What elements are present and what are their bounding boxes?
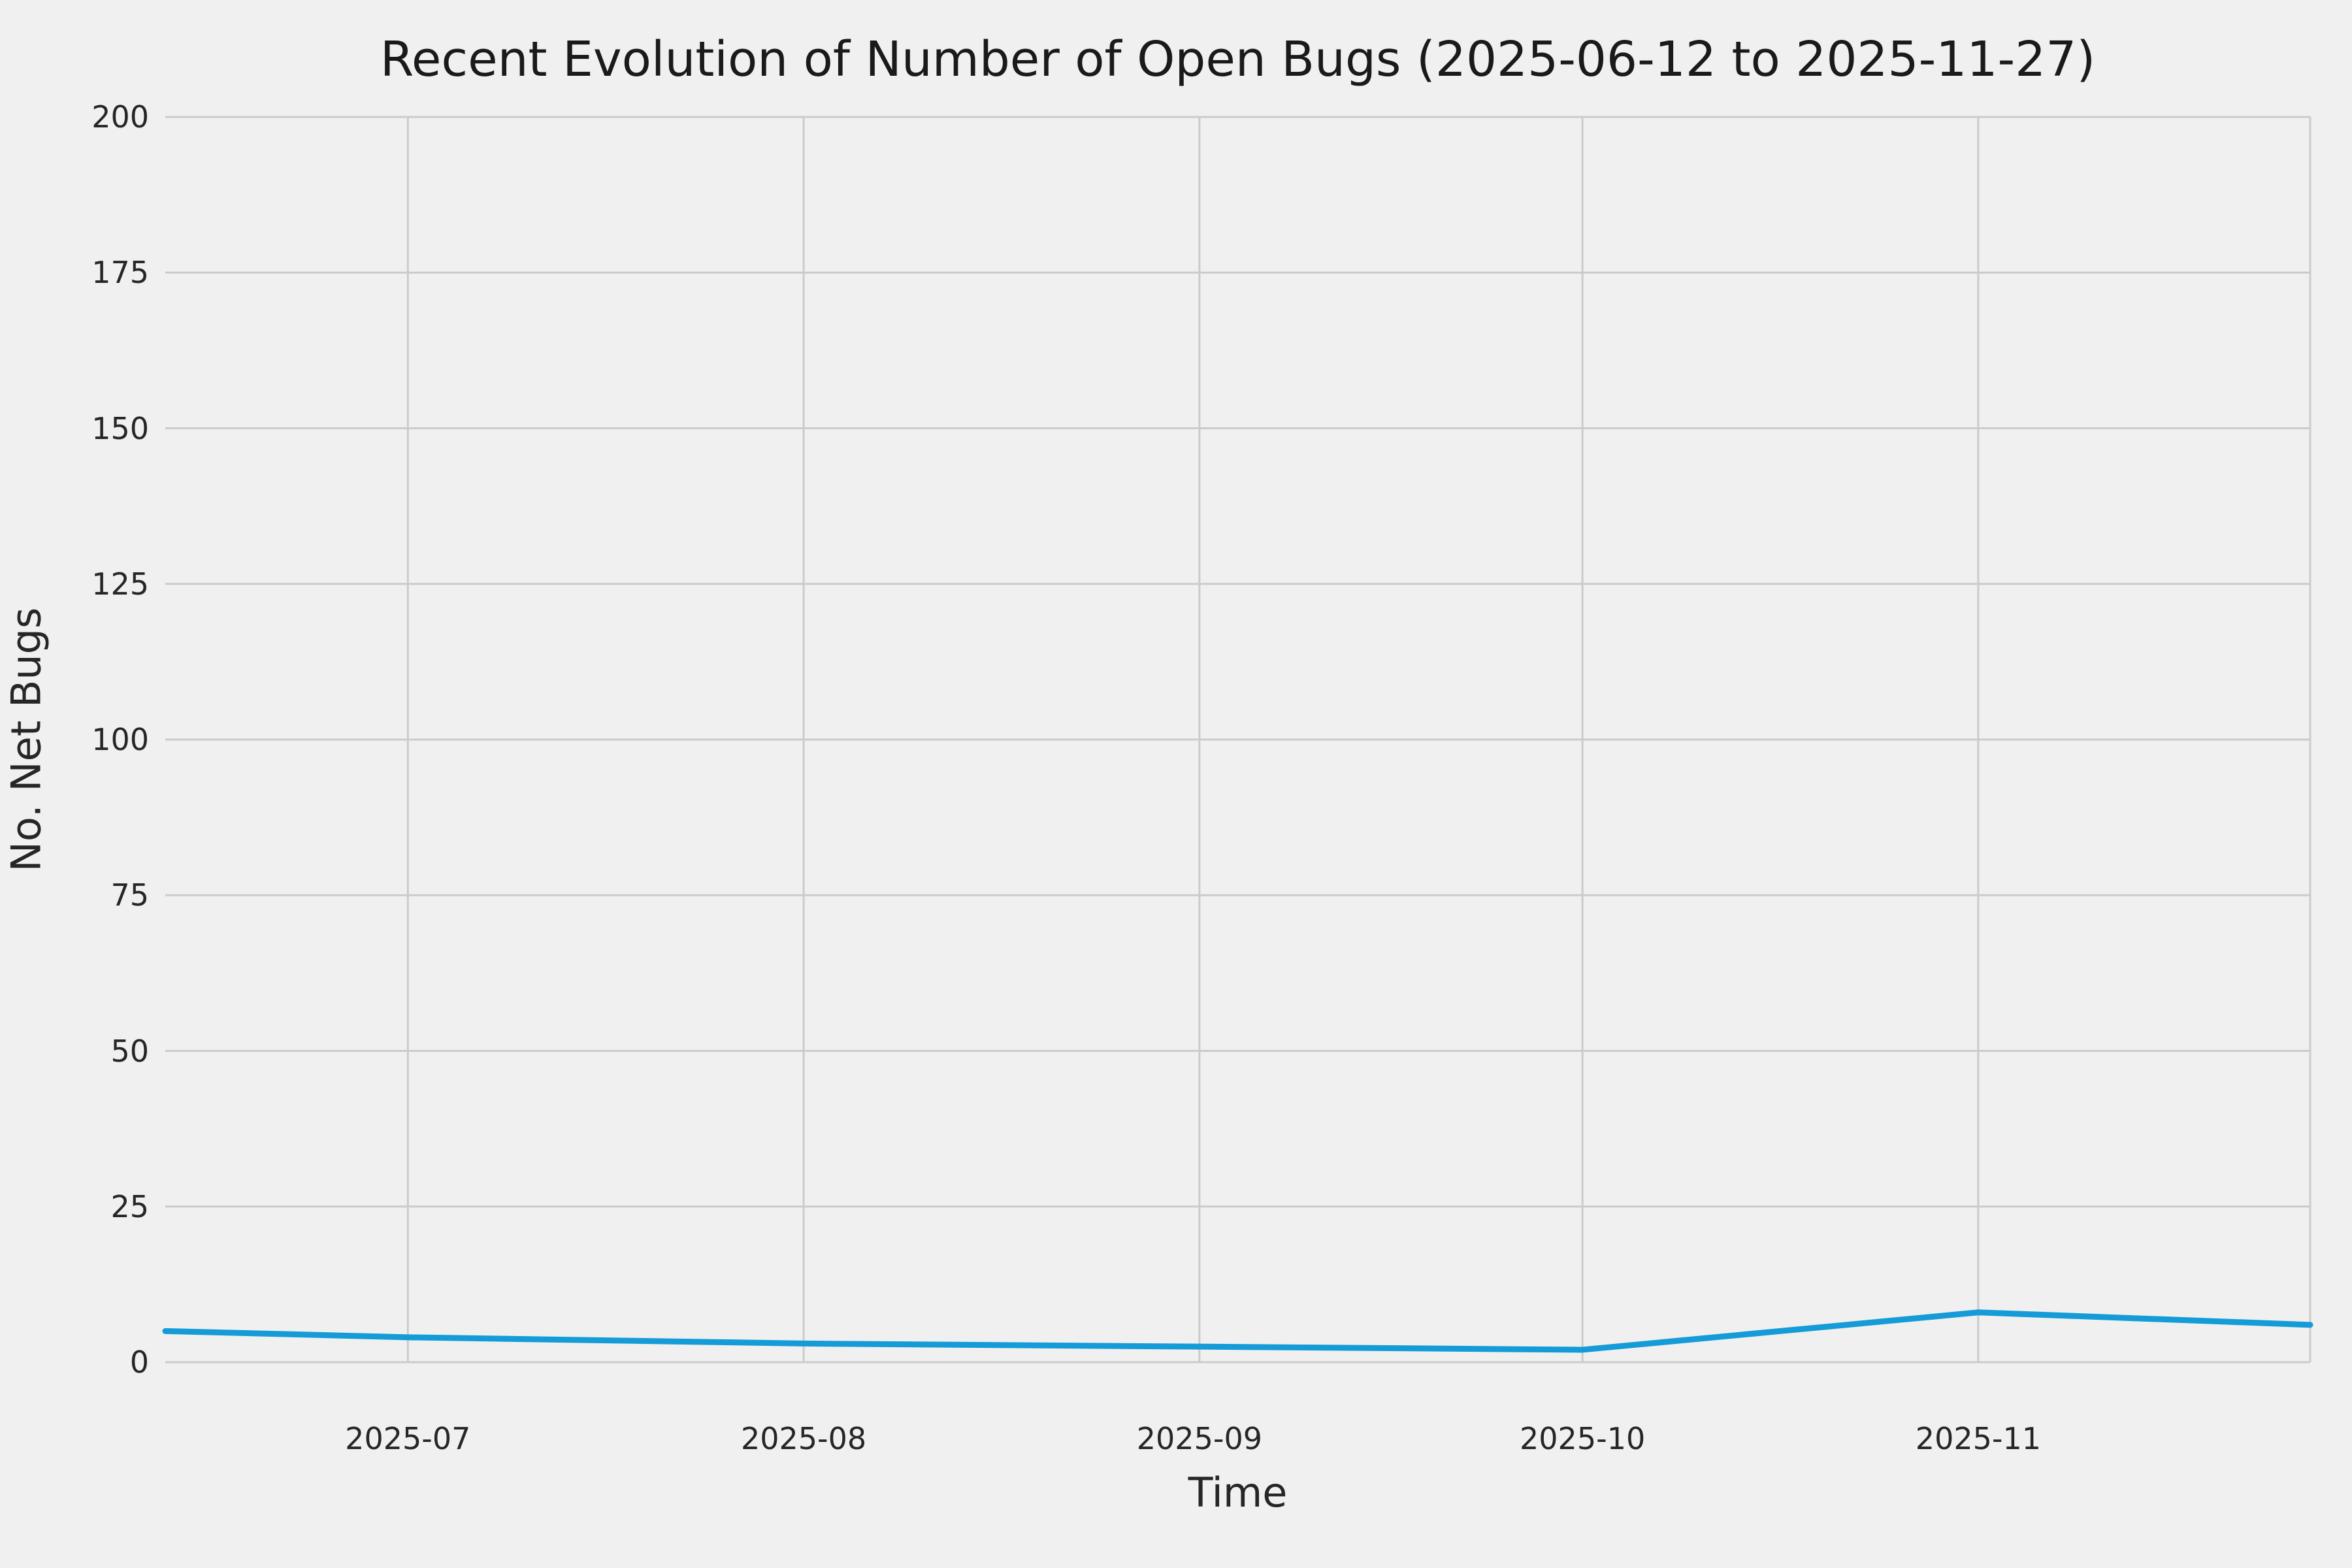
y-tick-label: 200 — [91, 99, 149, 135]
y-tick-label: 25 — [110, 1188, 149, 1224]
y-tick-label: 0 — [129, 1345, 149, 1380]
y-tick-label: 50 — [110, 1033, 149, 1069]
y-tick-label: 75 — [110, 877, 149, 913]
x-tick-label: 2025-09 — [1136, 1421, 1262, 1456]
x-tick-label: 2025-11 — [1915, 1421, 2042, 1456]
y-tick-label: 125 — [91, 566, 149, 602]
open-bugs-line-series — [162, 1309, 2313, 1353]
x-tick-label: 2025-07 — [345, 1421, 471, 1456]
y-tick-label: 175 — [91, 255, 149, 291]
chart-title: Recent Evolution of Number of Open Bugs … — [380, 31, 2096, 88]
x-axis-label: Time — [1188, 1469, 1288, 1516]
y-tick-label: 150 — [91, 410, 149, 446]
x-tick-label: 2025-10 — [1520, 1421, 1646, 1456]
y-axis-label: No. Net Bugs — [2, 607, 50, 872]
y-tick-label: 100 — [91, 722, 149, 757]
x-tick-label: 2025-08 — [740, 1421, 867, 1456]
